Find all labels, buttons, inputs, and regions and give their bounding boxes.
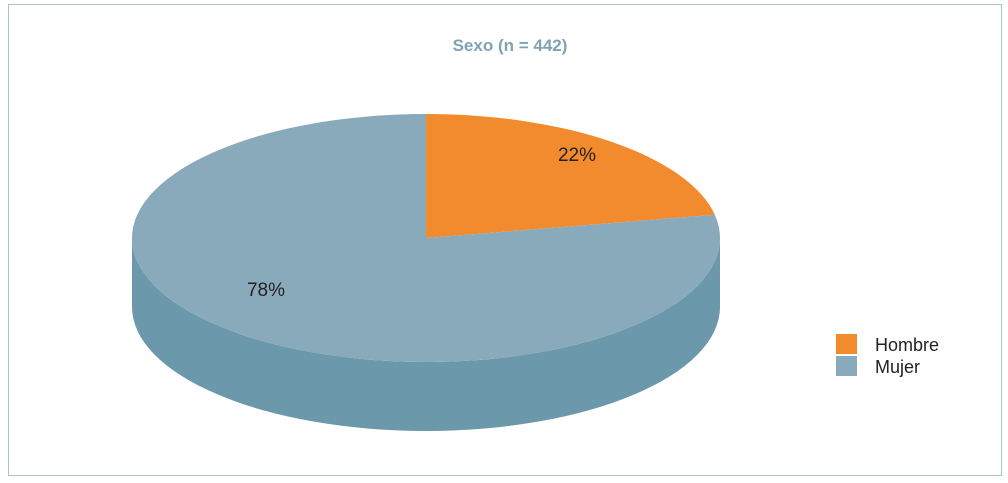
legend-label-hombre: Hombre xyxy=(875,335,939,355)
pie-slice-hombre xyxy=(426,114,715,238)
legend-label-mujer: Mujer xyxy=(875,357,920,377)
chart-title: Sexo (n = 442) xyxy=(453,36,568,55)
pie-layer xyxy=(132,114,721,431)
legend-swatch-mujer xyxy=(836,356,857,376)
pie-slice-mujer xyxy=(132,114,721,362)
data-labels: 22% 78% xyxy=(247,145,596,301)
pie-side-mujer xyxy=(132,238,720,431)
data-label-hombre: 22% xyxy=(558,145,596,166)
data-label-mujer: 78% xyxy=(247,280,285,301)
legend-swatch-hombre xyxy=(836,334,857,354)
